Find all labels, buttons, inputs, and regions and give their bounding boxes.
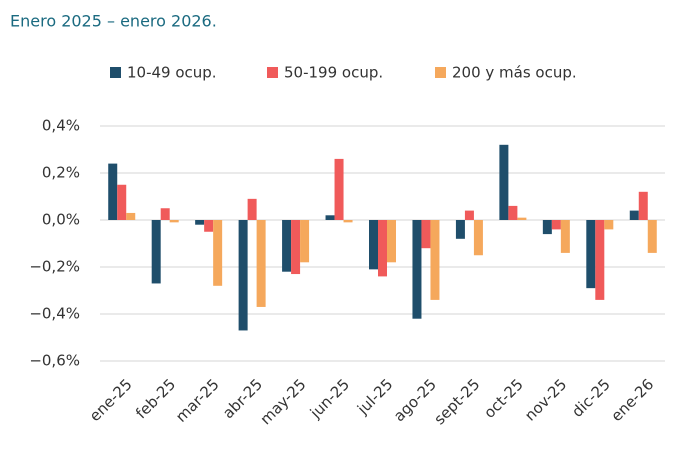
bar [300,220,310,263]
bar [517,217,527,220]
bar [542,220,552,235]
bar [126,212,136,220]
x-tick-label: may-25 [257,375,310,428]
bar [378,220,387,277]
x-tick-label: sept-25 [430,375,483,428]
bar [629,210,639,220]
bar [412,220,422,319]
y-tick-label: 0,2% [42,164,80,182]
bar [204,220,214,232]
x-tick-label: ene-26 [607,375,657,425]
x-tick-label: feb-25 [132,375,179,422]
bar [238,220,248,331]
bar [213,220,223,286]
x-tick-label: jun-25 [306,375,353,422]
x-tick-label: dic-25 [568,375,614,421]
bar [117,184,127,220]
bar [151,220,161,284]
bar [595,220,605,300]
bar [291,220,301,275]
bar [638,191,648,220]
bar [464,210,474,220]
bar [560,220,570,253]
bar [169,220,179,223]
bar [160,208,170,220]
bar [256,220,266,307]
bar [387,220,396,263]
bar [551,220,561,230]
legend-label: 10-49 ocup. [127,64,217,82]
chart-subtitle: Enero 2025 – enero 2026. [10,12,217,31]
bar [108,163,118,220]
x-tick-label: nov-25 [521,375,570,424]
legend-label: 50-199 ocup. [284,64,383,82]
legend-label: 200 y más ocup. [452,64,577,82]
y-tick-label: 0,0% [42,211,80,229]
bar [325,215,335,220]
x-tick-label: ene-25 [86,375,136,425]
x-tick-label: oct-25 [480,375,527,422]
x-tick-label: mar-25 [172,375,223,426]
bar [430,220,440,300]
bar [604,220,614,230]
bar [195,220,205,225]
bar [343,220,353,223]
legend-swatch [435,67,446,78]
bar [369,220,378,270]
bar [508,205,518,220]
bar [647,220,657,253]
y-tick-label: −0,6% [29,352,80,370]
bar [334,158,344,220]
bar [247,198,257,220]
legend-swatch [267,67,278,78]
y-tick-label: −0,4% [29,305,80,323]
bar [455,220,465,239]
bar [586,220,596,289]
bar [473,220,483,256]
legend-swatch [110,67,121,78]
y-tick-label: 0,4% [42,117,80,135]
bar [421,220,431,249]
bar [499,144,509,220]
bar [282,220,292,272]
y-tick-label: −0,2% [29,258,80,276]
